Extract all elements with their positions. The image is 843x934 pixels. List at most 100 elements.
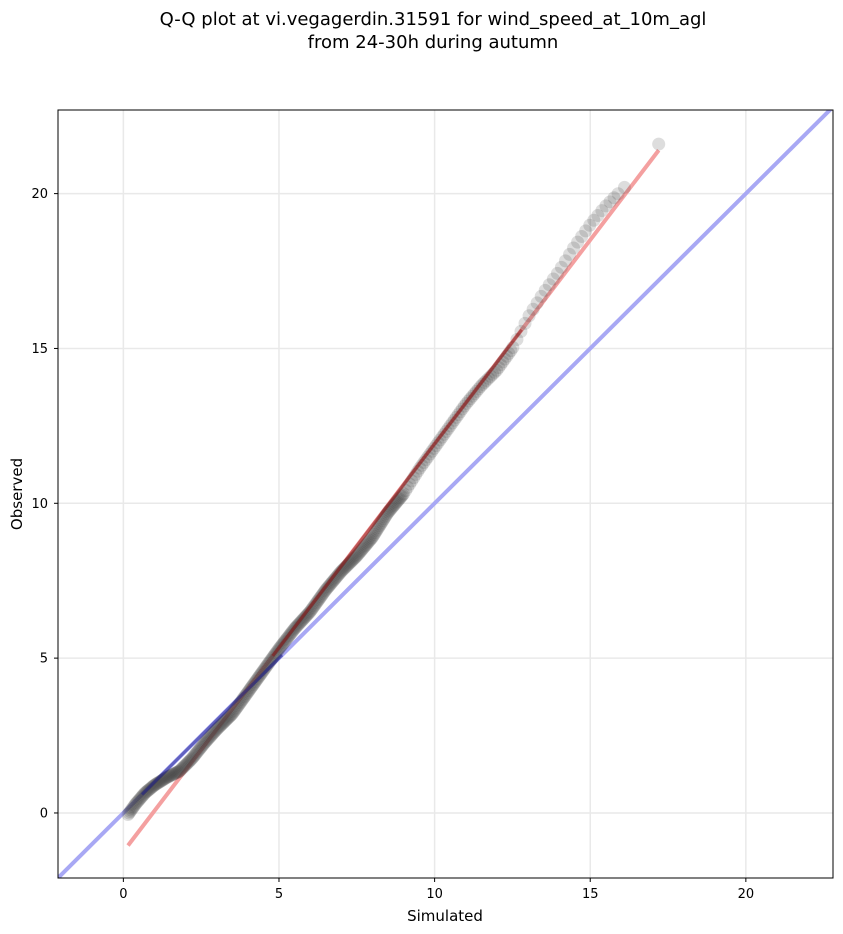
qq-point <box>186 750 200 764</box>
qq-point <box>423 447 437 461</box>
qq-point <box>128 798 142 812</box>
qq-point <box>355 542 369 556</box>
qq-point <box>356 541 370 555</box>
qq-point <box>219 713 233 727</box>
qq-point <box>204 729 218 743</box>
qq-point <box>318 584 332 598</box>
qq-point <box>209 723 223 737</box>
qq-point <box>369 524 383 538</box>
fit-line-overlay <box>271 328 523 657</box>
qq-point <box>312 593 326 607</box>
qq-point <box>300 608 314 622</box>
qq-point <box>134 791 148 805</box>
qq-point <box>227 705 241 719</box>
qq-point <box>213 720 227 734</box>
qq-point <box>201 733 215 747</box>
qq-point <box>205 728 219 742</box>
qq-point <box>413 461 427 475</box>
qq-point <box>425 444 439 458</box>
qq-point <box>587 213 601 227</box>
qq-point <box>214 718 228 732</box>
qq-point <box>367 527 381 541</box>
y-tick-label: 0 <box>40 806 48 821</box>
qq-point <box>255 665 269 679</box>
qq-point <box>366 529 380 543</box>
qq-point <box>319 582 333 596</box>
qq-point <box>182 755 196 769</box>
qq-point <box>526 302 540 316</box>
qq-point <box>258 661 272 675</box>
qq-point <box>370 522 384 536</box>
qq-point <box>222 710 236 724</box>
qq-point <box>197 736 211 750</box>
qq-point <box>363 533 377 547</box>
qq-point <box>211 721 225 735</box>
qq-point <box>323 578 337 592</box>
qq-point <box>554 260 568 274</box>
qq-point <box>361 536 375 550</box>
qq-point <box>175 761 189 775</box>
grid <box>58 110 833 878</box>
qq-point <box>240 687 254 701</box>
qq-point <box>123 804 137 818</box>
qq-point <box>150 776 164 790</box>
qq-point <box>259 659 273 673</box>
qq-point <box>170 765 184 779</box>
qq-point <box>242 684 256 698</box>
qq-point <box>542 278 556 292</box>
qq-point <box>298 611 312 625</box>
qq-point <box>202 731 216 745</box>
qq-point <box>583 218 597 232</box>
qq-point <box>131 794 145 808</box>
qq-point <box>225 708 239 722</box>
x-tick-label: 5 <box>275 887 283 902</box>
qq-point <box>352 546 366 560</box>
qq-point <box>130 796 144 810</box>
qq-point <box>174 762 188 776</box>
qq-point <box>607 191 621 205</box>
identity-line-overlay <box>140 653 284 796</box>
plot-frame <box>57 109 834 879</box>
qq-point <box>563 247 577 261</box>
qq-point <box>199 734 213 748</box>
qq-point <box>330 569 344 583</box>
qq-point <box>207 725 221 739</box>
qq-point <box>220 712 234 726</box>
chart-title: Q-Q plot at vi.vegagerdin.31591 for wind… <box>0 8 843 54</box>
qq-point <box>480 373 494 387</box>
qq-point <box>125 801 139 815</box>
qq-point <box>142 783 156 797</box>
chart-title-line-1: Q-Q plot at vi.vegagerdin.31591 for wind… <box>159 9 707 30</box>
qq-point <box>144 781 158 795</box>
qq-point <box>257 662 271 676</box>
qq-point <box>351 548 365 562</box>
x-tick-label: 10 <box>426 887 443 902</box>
qq-point <box>534 289 548 303</box>
qq-point <box>177 760 191 774</box>
qq-point <box>304 603 318 617</box>
qq-point <box>216 716 230 730</box>
qq-point <box>308 597 322 611</box>
qq-point <box>353 545 367 559</box>
qq-point <box>415 458 429 472</box>
qq-point <box>189 747 203 761</box>
qq-point <box>183 753 197 767</box>
qq-point <box>362 535 376 549</box>
qq-point <box>299 610 313 624</box>
y-tick-label: 20 <box>31 187 48 202</box>
x-tick-label: 0 <box>119 887 127 902</box>
qq-point <box>350 549 364 563</box>
qq-point <box>316 587 330 601</box>
qq-point <box>320 581 334 595</box>
qq-point <box>221 711 235 725</box>
qq-point <box>360 537 374 551</box>
qq-point <box>311 594 325 608</box>
qq-point <box>368 526 382 540</box>
qq-point <box>302 606 316 620</box>
qq-point <box>149 777 163 791</box>
qq-point <box>193 742 207 756</box>
qq-point <box>575 230 589 244</box>
axis-ticks: 0 5 10 15 20 0 5 10 15 20 <box>31 187 754 902</box>
qq-point <box>243 682 257 696</box>
